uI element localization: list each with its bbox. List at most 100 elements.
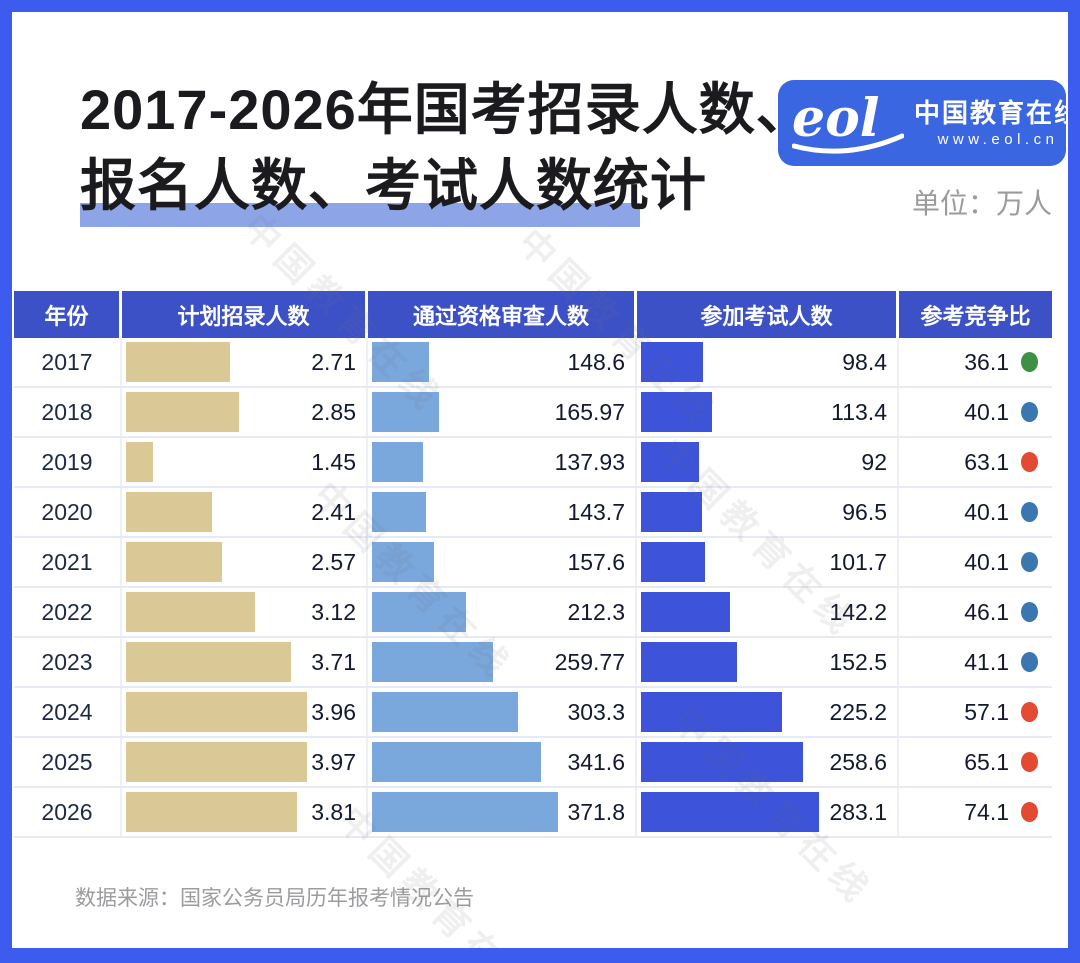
- qualified-cell: 212.3: [368, 588, 637, 636]
- page-title: 2017-2026年国考招录人数、 报名人数、考试人数统计: [80, 72, 813, 224]
- qualified-cell: 143.7: [368, 488, 637, 536]
- planned-cell: 3.81: [122, 788, 368, 836]
- examined-value: 92: [861, 449, 887, 475]
- page-title-line2: 报名人数、考试人数统计: [80, 154, 707, 217]
- examined-value: 98.4: [842, 349, 887, 375]
- table-row: 2023 3.71 259.77 152.5 41.1: [14, 638, 1052, 688]
- ratio-cell: 57.1: [899, 688, 1052, 736]
- qualified-bar: [372, 492, 427, 532]
- ratio-status-dot-icon: [1021, 552, 1038, 572]
- table-row: 2026 3.81 371.8 283.1 74.1: [14, 788, 1052, 838]
- planned-value: 2.71: [311, 349, 356, 375]
- qualified-bar: [372, 342, 429, 382]
- examined-bar: [641, 442, 699, 482]
- examined-value: 283.1: [829, 799, 887, 825]
- examined-cell: 101.7: [637, 538, 899, 586]
- planned-cell: 3.96: [122, 688, 368, 736]
- year-cell: 2022: [14, 588, 122, 636]
- ratio-value: 36.1: [964, 348, 1009, 375]
- ratio-value: 40.1: [964, 498, 1009, 525]
- examined-value: 101.7: [829, 549, 887, 575]
- planned-bar: [126, 692, 307, 732]
- qualified-bar: [372, 442, 423, 482]
- planned-bar: [126, 392, 239, 432]
- planned-value: 3.12: [311, 599, 356, 625]
- qualified-value: 165.97: [554, 399, 625, 425]
- qualified-cell: 165.97: [368, 388, 637, 436]
- qualified-cell: 259.77: [368, 638, 637, 686]
- qualified-bar: [372, 542, 435, 582]
- table-header: 年份 计划招录人数 通过资格审查人数 参加考试人数 参考竞争比: [14, 291, 1052, 338]
- data-source-note: 数据来源：国家公务员局历年报考情况公告: [75, 887, 474, 910]
- examined-bar: [641, 692, 783, 732]
- planned-bar: [126, 592, 256, 632]
- qualified-cell: 148.6: [368, 338, 637, 386]
- qualified-cell: 341.6: [368, 738, 637, 786]
- planned-cell: 3.12: [122, 588, 368, 636]
- examined-cell: 258.6: [637, 738, 899, 786]
- table-row: 2018 2.85 165.97 113.4 40.1: [14, 388, 1052, 438]
- planned-cell: 2.41: [122, 488, 368, 536]
- page-title-line1: 2017-2026年国考招录人数、: [80, 78, 813, 141]
- planned-cell: 2.71: [122, 338, 368, 386]
- examined-value: 225.2: [829, 699, 887, 725]
- qualified-value: 157.6: [567, 549, 625, 575]
- planned-bar: [126, 342, 231, 382]
- eol-brand-text: 中国教育在线 www.eol.cn: [914, 100, 1080, 147]
- examined-cell: 98.4: [637, 338, 899, 386]
- planned-cell: 2.57: [122, 538, 368, 586]
- year-cell: 2024: [14, 688, 122, 736]
- ratio-value: 41.1: [964, 648, 1009, 675]
- examined-value: 258.6: [829, 749, 887, 775]
- examined-bar: [641, 542, 705, 582]
- ratio-cell: 65.1: [899, 738, 1052, 786]
- statistics-table: 年份 计划招录人数 通过资格审查人数 参加考试人数 参考竞争比 2017 2.7…: [14, 291, 1052, 838]
- planned-cell: 2.85: [122, 388, 368, 436]
- examined-cell: 142.2: [637, 588, 899, 636]
- ratio-cell: 41.1: [899, 638, 1052, 686]
- column-header-ratio: 参考竞争比: [899, 291, 1052, 338]
- ratio-value: 65.1: [964, 748, 1009, 775]
- table-row: 2017 2.71 148.6 98.4 36.1: [14, 338, 1052, 388]
- planned-value: 2.85: [311, 399, 356, 425]
- table-row: 2025 3.97 341.6 258.6 65.1: [14, 738, 1052, 788]
- ratio-status-dot-icon: [1021, 602, 1038, 622]
- examined-cell: 225.2: [637, 688, 899, 736]
- year-cell: 2019: [14, 438, 122, 486]
- ratio-status-dot-icon: [1021, 752, 1038, 772]
- planned-value: 2.57: [311, 549, 356, 575]
- ratio-cell: 40.1: [899, 488, 1052, 536]
- planned-value: 3.71: [311, 649, 356, 675]
- examined-value: 142.2: [829, 599, 887, 625]
- examined-value: 113.4: [831, 399, 887, 425]
- table-header-row: 年份 计划招录人数 通过资格审查人数 参加考试人数 参考竞争比: [14, 291, 1052, 338]
- eol-brand-url: www.eol.cn: [937, 130, 1059, 148]
- examined-cell: 283.1: [637, 788, 899, 836]
- qualified-value: 148.6: [567, 349, 625, 375]
- year-cell: 2020: [14, 488, 122, 536]
- unit-label: 单位：万人: [911, 188, 1052, 219]
- qualified-bar: [372, 642, 494, 682]
- examined-value: 96.5: [842, 499, 887, 525]
- year-cell: 2021: [14, 538, 122, 586]
- year-cell: 2025: [14, 738, 122, 786]
- ratio-cell: 46.1: [899, 588, 1052, 636]
- qualified-value: 303.3: [567, 699, 625, 725]
- examined-bar: [641, 642, 737, 682]
- ratio-value: 40.1: [964, 548, 1009, 575]
- ratio-status-dot-icon: [1021, 502, 1038, 522]
- year-cell: 2023: [14, 638, 122, 686]
- examined-bar: [641, 792, 819, 832]
- planned-value: 2.41: [311, 499, 356, 525]
- qualified-value: 137.93: [554, 449, 625, 475]
- table-row: 2022 3.12 212.3 142.2 46.1: [14, 588, 1052, 638]
- qualified-bar: [372, 392, 439, 432]
- examined-cell: 92: [637, 438, 899, 486]
- ratio-cell: 74.1: [899, 788, 1052, 836]
- ratio-status-dot-icon: [1021, 702, 1038, 722]
- qualified-bar: [372, 692, 519, 732]
- title-highlight-bar: [80, 203, 640, 227]
- planned-value: 3.81: [311, 799, 356, 825]
- examined-bar: [641, 492, 702, 532]
